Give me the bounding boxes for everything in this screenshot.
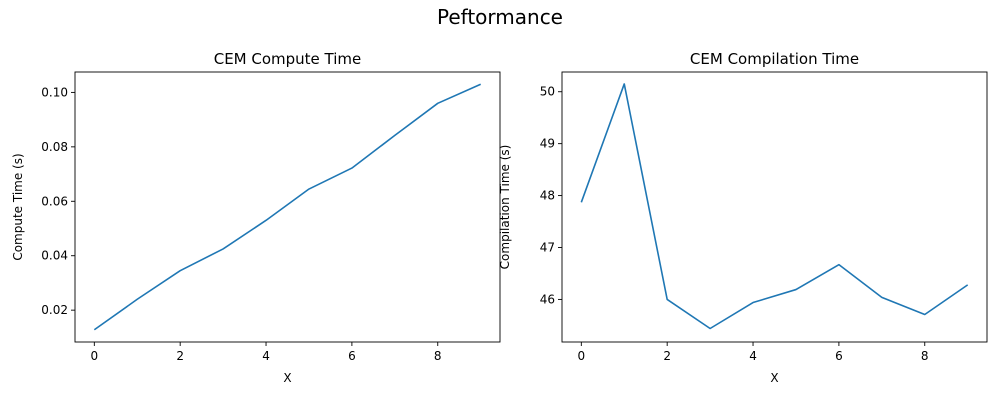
chart-2-y-axis-label: Compilation Time (s) xyxy=(498,145,512,270)
chart-1-axes-frame xyxy=(74,71,501,343)
chart-2-axes-frame xyxy=(561,71,988,343)
chart-2-y-tick-label: 47 xyxy=(540,241,555,255)
chart-1-title: CEM Compute Time xyxy=(214,50,362,68)
chart-1-x-tick-label: 8 xyxy=(434,349,442,363)
chart-2-y-tick-label: 49 xyxy=(540,137,555,151)
chart-1-x-tick-label: 4 xyxy=(262,349,270,363)
chart-2-x-tick-label: 8 xyxy=(921,349,929,363)
chart-1-x-tick-label: 0 xyxy=(90,349,98,363)
figure-title: Peftormance xyxy=(437,5,563,29)
chart-2-x-tick-label: 2 xyxy=(663,349,671,363)
chart-2-series-line xyxy=(580,83,969,330)
chart-2-x-tick-label: 0 xyxy=(577,349,585,363)
chart-1-y-tick-label: 0.10 xyxy=(41,85,68,99)
chart-1-y-tick-label: 0.06 xyxy=(41,194,68,208)
chart-1-series-line xyxy=(93,83,482,331)
chart-2-y-tick-label: 48 xyxy=(540,189,555,203)
chart-1-x-tick-label: 2 xyxy=(176,349,184,363)
chart-1-y-tick-label: 0.08 xyxy=(41,140,68,154)
chart-1-x-axis-label: X xyxy=(283,371,291,385)
chart-1-x-tick-label: 6 xyxy=(348,349,356,363)
chart-2-x-tick-label: 6 xyxy=(835,349,843,363)
chart-2-x-tick-label: 4 xyxy=(749,349,757,363)
chart-1-y-tick-label: 0.02 xyxy=(41,303,68,317)
chart-2-title: CEM Compilation Time xyxy=(690,50,859,68)
chart-2-y-tick-label: 50 xyxy=(540,85,555,99)
chart-1-y-tick-label: 0.04 xyxy=(41,249,68,263)
chart-2-y-tick-label: 46 xyxy=(540,292,555,306)
chart-1-y-axis-label: Compute Time (s) xyxy=(11,153,25,260)
chart-2-x-axis-label: X xyxy=(770,371,778,385)
